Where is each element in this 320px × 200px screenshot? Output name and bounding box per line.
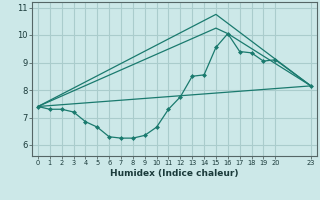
X-axis label: Humidex (Indice chaleur): Humidex (Indice chaleur) — [110, 169, 239, 178]
